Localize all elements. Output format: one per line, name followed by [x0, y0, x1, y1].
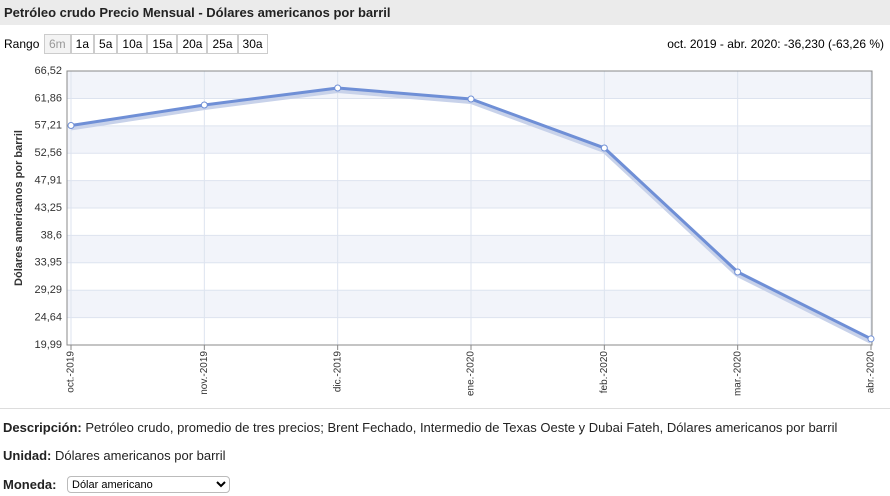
- x-tick-label: abr.-2020: [866, 351, 877, 394]
- data-point: [734, 268, 742, 276]
- plot-band: [67, 125, 872, 154]
- chart: 19,99 24,64 29,29 33,95 38,6 43,25 47,91 52,56 5…: [13, 65, 877, 396]
- currency-label: Moneda:: [3, 477, 57, 492]
- range-bar: Rango 6m 1a 5a 10a 15a 20a 25a 30a oct. 2019 - …: [0, 33, 890, 55]
- x-tick-label: ene.-2020: [466, 351, 477, 396]
- range-button[interactable]: 15a: [147, 34, 178, 54]
- range-button[interactable]: 30a: [237, 34, 268, 54]
- data-point: [334, 84, 342, 92]
- plot-band: [67, 235, 872, 263]
- y-tick-label: 43,25: [34, 202, 62, 214]
- range-button[interactable]: 6m: [44, 34, 71, 54]
- data-point: [467, 95, 475, 103]
- range-button[interactable]: 1a: [70, 34, 95, 54]
- data-point: [67, 121, 75, 129]
- unit-text: Dólares americanos por barril: [55, 448, 226, 463]
- unit: Unidad: Dólares americanos por barril: [3, 448, 226, 463]
- currency: Moneda:: [3, 477, 56, 492]
- data-point: [600, 144, 608, 152]
- range-label: Rango: [4, 37, 40, 51]
- x-tick-label: nov.-2019: [199, 351, 210, 395]
- y-tick-label: 33,95: [34, 257, 62, 269]
- range-button[interactable]: 25a: [207, 34, 238, 54]
- y-tick-label: 52,56: [34, 147, 62, 159]
- data-point: [867, 335, 875, 343]
- y-tick-label: 61,86: [34, 92, 62, 104]
- range-button[interactable]: 5a: [94, 34, 118, 54]
- currency-select[interactable]: Dólar americano: [67, 476, 230, 493]
- separator: [0, 408, 890, 409]
- chart-title: Petróleo crudo Precio Mensual - Dólares …: [0, 0, 890, 25]
- x-tick-label: mar.-2020: [732, 351, 743, 396]
- range-buttons: 6m 1a 5a 10a 15a 20a 25a 30a: [44, 34, 268, 54]
- plot-band: [67, 290, 872, 318]
- y-tick-label: 24,64: [34, 312, 62, 324]
- description-label: Descripción:: [3, 420, 82, 435]
- x-tick-label: oct.-2019: [66, 351, 77, 393]
- data-point: [200, 101, 208, 109]
- x-tick-label: dic.-2019: [332, 351, 343, 393]
- x-tick-label: feb.-2020: [599, 351, 610, 394]
- range-summary: oct. 2019 - abr. 2020: -36,230 (-63,26 %…: [667, 37, 884, 51]
- y-tick-label: 47,91: [34, 174, 62, 186]
- plot-band: [67, 71, 872, 99]
- unit-label: Unidad:: [3, 448, 52, 463]
- description-text: Petróleo crudo, promedio de tres precios…: [85, 420, 838, 435]
- range-button[interactable]: 20a: [177, 34, 208, 54]
- y-tick-label: 29,29: [34, 284, 62, 296]
- y-axis-title: Dólares americanos por barril: [13, 130, 25, 286]
- y-tick-label: 19,99: [34, 339, 62, 351]
- y-tick-label: 66,52: [34, 65, 62, 77]
- plot-band: [67, 180, 872, 209]
- plot-border: [66, 70, 873, 346]
- range-button[interactable]: 10a: [117, 34, 148, 54]
- y-tick-label: 57,21: [34, 120, 62, 132]
- description: Descripción: Petróleo crudo, promedio de…: [3, 420, 837, 435]
- y-tick-label: 38,6: [41, 229, 62, 241]
